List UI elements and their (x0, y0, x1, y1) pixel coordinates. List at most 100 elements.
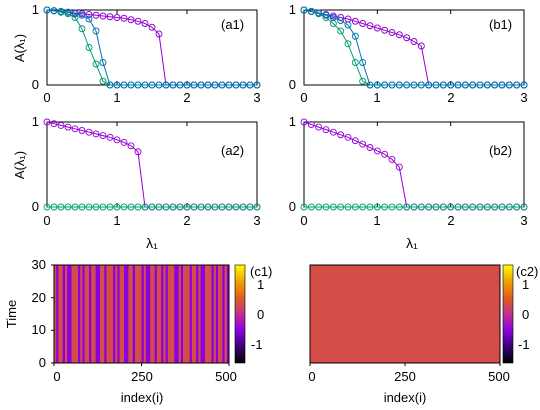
x-tick-label: 1 (373, 90, 380, 105)
x-axis-label: index(i) (121, 390, 164, 405)
heatmap-column (97, 265, 101, 363)
x-tick-label: 250 (131, 369, 153, 384)
data-point (99, 132, 107, 140)
y-tick-label: 1 (32, 2, 39, 17)
x-tick-label: 0 (43, 90, 50, 105)
x-tick-label: 3 (520, 213, 527, 228)
heatmap-column (202, 265, 206, 363)
data-point (513, 203, 521, 211)
data-point (120, 203, 128, 211)
panel-b1: (b1) 0 1 2 3 0 1 (289, 2, 528, 105)
data-point (366, 144, 374, 151)
y-axis-label: A(λ₁) (12, 151, 27, 179)
data-point (329, 14, 337, 21)
heatmap-column (141, 265, 144, 363)
data-point (190, 203, 198, 211)
data-point (425, 203, 433, 211)
data-point (329, 128, 337, 136)
heatmap-column (108, 265, 112, 363)
data-point (388, 155, 396, 163)
data-point (307, 121, 315, 129)
data-point (395, 203, 403, 211)
data-point (359, 77, 367, 85)
data-point (211, 81, 219, 89)
data-point (92, 130, 100, 138)
data-point (469, 203, 477, 211)
heatmap-column (67, 265, 70, 363)
data-point (162, 81, 170, 89)
heatmap-column (222, 265, 225, 363)
data-point (134, 148, 142, 156)
x-tick-label: 500 (488, 369, 510, 384)
heatmap-column (169, 265, 173, 363)
data-point (315, 203, 323, 211)
plot-frame (309, 264, 501, 364)
data-point (92, 27, 100, 35)
data-point (520, 203, 528, 211)
heatmap-column (69, 265, 72, 363)
x-tick-label: 3 (253, 90, 260, 105)
data-point (134, 81, 142, 89)
data-point (141, 20, 149, 27)
data-point (183, 203, 191, 211)
heatmap-column (183, 265, 186, 363)
data-point (78, 203, 86, 211)
data-point (218, 203, 226, 211)
heatmap-column (75, 265, 79, 363)
data-point (395, 81, 403, 89)
heatmap-layer (51, 264, 230, 366)
data-point (373, 203, 381, 211)
data-point (329, 203, 337, 211)
x-axis-label: index(i) (384, 390, 427, 405)
data-point (246, 81, 254, 89)
heatmap-column (174, 265, 177, 363)
data-point (57, 203, 65, 211)
heatmap-column (84, 265, 88, 363)
data-point (43, 203, 51, 211)
data-point (410, 81, 418, 89)
data-point (148, 23, 156, 31)
data-point (50, 203, 58, 211)
heatmap-column (191, 265, 195, 363)
data-point (483, 203, 491, 211)
heatmap-column (64, 265, 68, 363)
heatmap-column (143, 265, 147, 363)
heatmap-column (78, 265, 81, 363)
heatmap-column (73, 265, 77, 363)
data-point (99, 12, 107, 20)
panel-label: (c2) (516, 264, 538, 279)
series-line (46, 121, 257, 208)
data-point (315, 123, 323, 131)
data-point (307, 8, 315, 15)
data-point (366, 203, 374, 211)
data-point (246, 203, 254, 211)
data-point (218, 81, 226, 89)
data-point (78, 127, 86, 134)
data-point (307, 203, 315, 211)
data-point (432, 203, 440, 211)
data-point (92, 11, 100, 19)
data-point (498, 203, 506, 211)
data-point (359, 59, 367, 66)
data-point (120, 14, 128, 22)
colorbar-tick-label: -1 (251, 337, 263, 352)
data-point (85, 128, 93, 136)
data-point (373, 81, 381, 89)
data-point (127, 142, 135, 150)
data-point (337, 131, 345, 139)
colorbar-tick-label: 0 (257, 307, 264, 322)
data-point (395, 163, 403, 171)
data-point (183, 81, 191, 89)
y-tick-label: 30 (32, 257, 46, 272)
data-point (225, 203, 233, 211)
x-tick-label: 2 (183, 213, 190, 228)
y-tick-label: 1 (289, 114, 296, 129)
colorbar-tick-label: 1 (257, 277, 264, 292)
data-point (476, 203, 484, 211)
data-point (322, 14, 330, 21)
data-point (50, 120, 58, 128)
heatmap-column (211, 265, 214, 363)
heatmap-column (165, 265, 169, 363)
heatmap-column (54, 265, 57, 363)
